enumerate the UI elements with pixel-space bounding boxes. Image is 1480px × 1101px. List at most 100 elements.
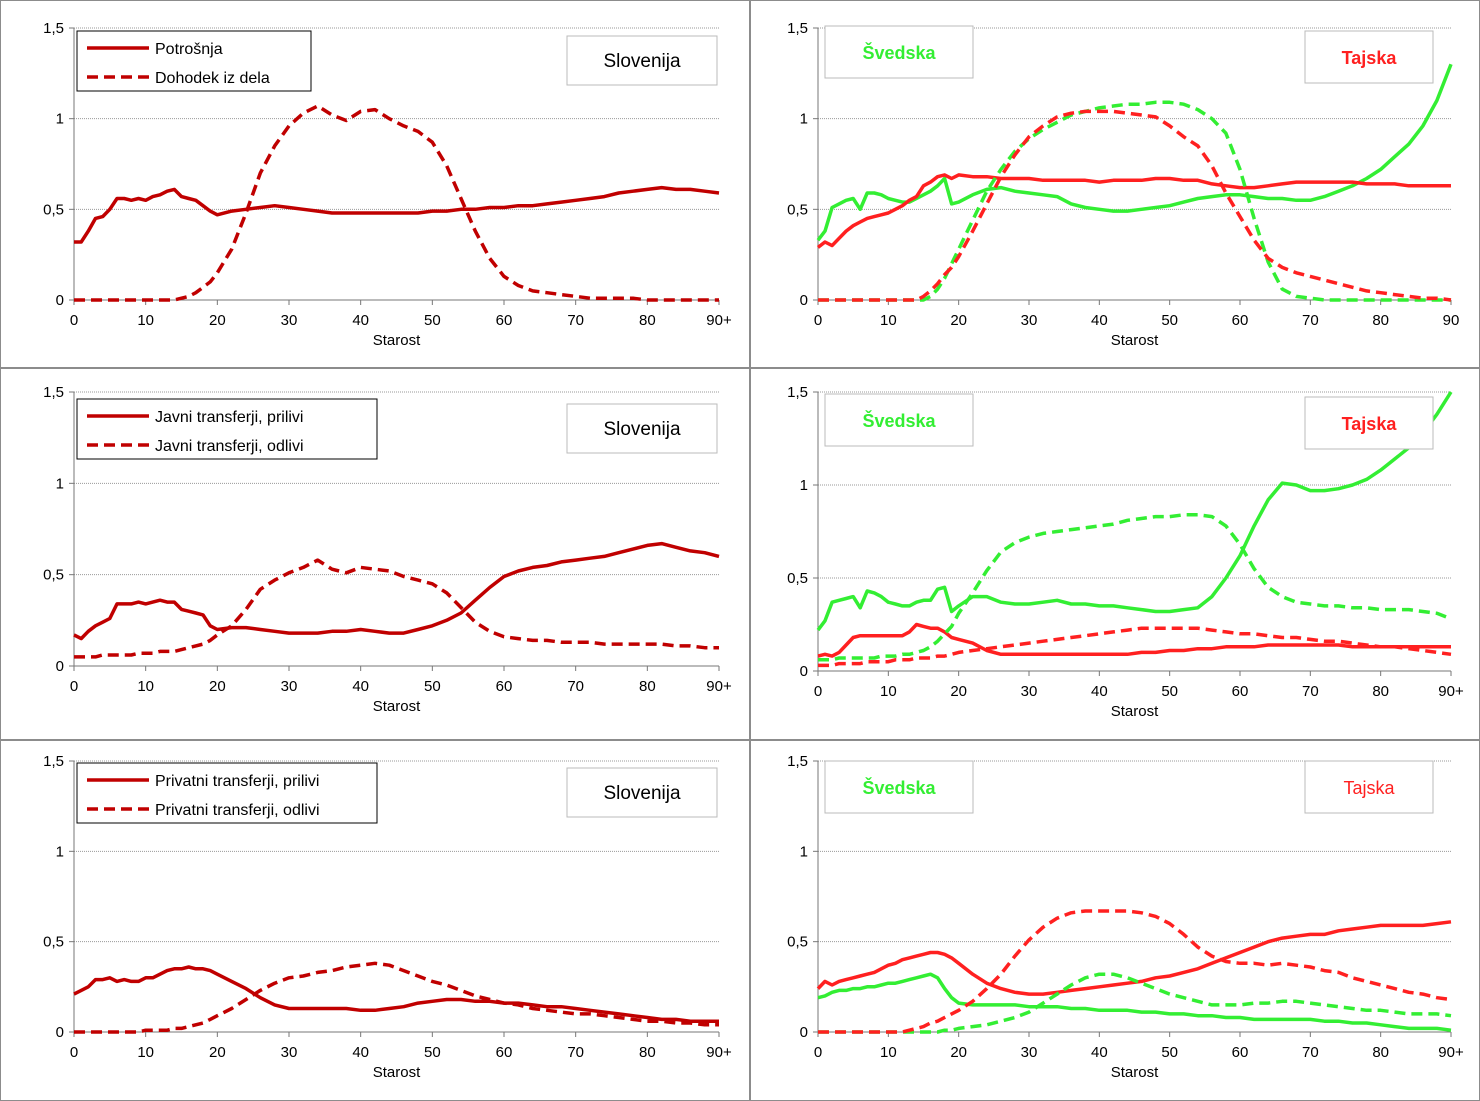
legend-label: Javni transferji, odlivi <box>155 438 304 455</box>
x-tick-label: 80 <box>639 312 656 329</box>
chart-svg: 0 0,5 1 1,5 0 10 20 30 40 50 60 70 80 90 Starost Švedsk… <box>787 20 1460 349</box>
x-tick-label: 70 <box>1302 683 1319 700</box>
series-line-3 <box>818 100 1451 302</box>
chart-svg: 0 0,5 1 1,5 0 10 20 30 40 50 60 70 80 90+ Starost Šveds… <box>787 384 1464 720</box>
legend-label: Javni transferji, prilivi <box>155 409 303 426</box>
y-tick-label: 1 <box>800 477 808 494</box>
y-tick-label: 0 <box>800 1024 808 1041</box>
x-tick-label: 90+ <box>706 312 732 329</box>
y-tick-label: 0,5 <box>43 934 64 951</box>
series-line-2 <box>817 622 1451 658</box>
series-line-2 <box>816 173 1451 249</box>
x-axis-label: Starost <box>373 1064 421 1081</box>
series-line-4 <box>818 909 1452 1034</box>
x-tick-label: 60 <box>1232 1044 1249 1061</box>
chart-svg: 0 0,5 1 1,5 0 10 20 30 40 50 60 70 80 90+ Starost Šveds… <box>787 753 1464 1081</box>
y-tick-label: 0 <box>56 292 64 309</box>
x-tick-label: 70 <box>567 1044 584 1061</box>
sweden-box <box>824 393 974 447</box>
x-tick-label: 0 <box>814 1044 822 1061</box>
sweden-label: Švedska <box>862 42 936 63</box>
sweden-label: Švedska <box>862 777 936 798</box>
thailand-box <box>1304 396 1434 450</box>
y-tick-label: 1 <box>56 475 64 492</box>
y-tick-label: 0,5 <box>43 201 64 218</box>
x-tick-label: 50 <box>424 678 441 695</box>
y-tick-label: 0 <box>800 663 808 680</box>
y-tick-label: 1,5 <box>43 20 64 37</box>
x-tick-label: 90+ <box>1438 1044 1464 1061</box>
y-tick-label: 1 <box>56 111 64 128</box>
region-label: Slovenija <box>603 51 681 72</box>
x-tick-label: 40 <box>1091 312 1108 329</box>
chart-panel-3: 0 0,5 1 1,5 0 10 20 30 40 50 60 70 80 90+ Starost Javni… <box>0 368 750 740</box>
x-tick-label: 40 <box>352 678 369 695</box>
thailand-box <box>1304 760 1434 814</box>
x-tick-label: 30 <box>1021 683 1038 700</box>
region-box <box>566 403 718 454</box>
chart-panel-5: 0 0,5 1 1,5 0 10 20 30 40 50 60 70 80 90+ Starost Priva… <box>0 740 750 1101</box>
region-label: Slovenija <box>603 419 681 440</box>
x-tick-label: 10 <box>880 683 897 700</box>
y-tick-label: 1,5 <box>43 753 64 770</box>
chart-panel-2: 0 0,5 1 1,5 0 10 20 30 40 50 60 70 80 90 Starost Švedsk… <box>750 0 1480 368</box>
thailand-label: Tajska <box>1342 414 1398 434</box>
series-line-3 <box>818 972 1452 1034</box>
series-line-1 <box>816 63 1453 242</box>
series-line-1 <box>73 965 719 1023</box>
chart-panel-4: 0 0,5 1 1,5 0 10 20 30 40 50 60 70 80 90+ Starost Šveds… <box>750 368 1480 740</box>
x-tick-label: 60 <box>496 312 513 329</box>
x-tick-label: 30 <box>281 1044 298 1061</box>
legend <box>76 762 378 824</box>
x-tick-label: 0 <box>814 312 822 329</box>
x-tick-label: 0 <box>70 312 78 329</box>
thailand-label: Tajska <box>1342 48 1398 68</box>
x-axis-label: Starost <box>1111 332 1159 349</box>
x-tick-label: 90+ <box>1438 683 1464 700</box>
y-tick-label: 1 <box>800 843 808 860</box>
chart-panel-6: 0 0,5 1 1,5 0 10 20 30 40 50 60 70 80 90+ Starost Šveds… <box>750 740 1480 1101</box>
x-tick-label: 80 <box>1372 312 1389 329</box>
series-line-1 <box>73 541 720 641</box>
x-tick-label: 80 <box>639 678 656 695</box>
y-tick-label: 1 <box>56 843 64 860</box>
x-tick-label: 50 <box>1161 312 1178 329</box>
thailand-box <box>1304 30 1434 84</box>
x-tick-label: 50 <box>424 312 441 329</box>
y-tick-label: 0 <box>800 292 808 309</box>
x-tick-label: 80 <box>639 1044 656 1061</box>
y-tick-label: 0,5 <box>787 201 808 218</box>
sweden-box <box>824 25 974 79</box>
region-box <box>566 35 718 86</box>
chart-svg: 0 0,5 1 1,5 0 10 20 30 40 50 60 70 80 90+ Starost Javni… <box>43 384 732 715</box>
x-tick-label: 90+ <box>706 1044 732 1061</box>
sweden-label: Švedska <box>862 410 936 431</box>
x-tick-label: 80 <box>1372 683 1389 700</box>
x-tick-label: 70 <box>1302 312 1319 329</box>
x-tick-label: 70 <box>567 678 584 695</box>
x-tick-label: 0 <box>70 678 78 695</box>
y-tick-label: 0,5 <box>787 934 808 951</box>
x-tick-label: 10 <box>137 312 154 329</box>
region-label: Slovenija <box>603 783 681 804</box>
x-axis-label: Starost <box>1111 703 1159 720</box>
series-line-3 <box>818 513 1452 662</box>
x-tick-label: 10 <box>880 1044 897 1061</box>
x-tick-label: 60 <box>496 1044 513 1061</box>
x-tick-label: 40 <box>352 312 369 329</box>
series-line-4 <box>818 626 1452 668</box>
x-tick-label: 20 <box>950 683 967 700</box>
x-tick-label: 20 <box>950 1044 967 1061</box>
x-axis-label: Starost <box>373 332 421 349</box>
series-line-1 <box>816 391 1453 632</box>
x-tick-label: 90 <box>1443 312 1460 329</box>
x-tick-label: 20 <box>209 1044 226 1061</box>
x-tick-label: 20 <box>950 312 967 329</box>
x-axis-label: Starost <box>373 698 421 715</box>
series-line-1 <box>817 972 1452 1032</box>
legend-label: Potrošnja <box>155 41 223 58</box>
series-line-4 <box>818 109 1452 302</box>
x-tick-label: 20 <box>209 678 226 695</box>
x-tick-label: 40 <box>1091 683 1108 700</box>
